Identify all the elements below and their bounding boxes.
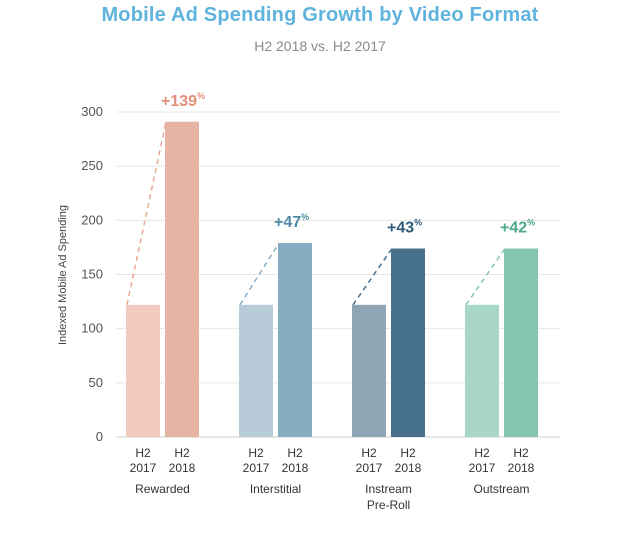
bar-x-label: H2 — [135, 446, 151, 460]
bar-x-label: H2 — [361, 446, 377, 460]
category-label: Interstitial — [250, 482, 301, 496]
bar-x-label: 2018 — [508, 461, 535, 475]
growth-connector — [465, 248, 506, 306]
chart-subtitle: H2 2018 vs. H2 2017 — [254, 38, 386, 54]
bar-x-label: H2 — [248, 446, 264, 460]
growth-connector — [126, 121, 167, 305]
y-tick-label: 100 — [81, 321, 103, 336]
bar-x-label: 2017 — [130, 461, 157, 475]
growth-label: +139% — [161, 91, 205, 110]
chart-title: Mobile Ad Spending Growth by Video Forma… — [101, 4, 539, 26]
bar-x-label: H2 — [174, 446, 190, 460]
y-tick-label: 300 — [81, 104, 103, 119]
y-axis-label: Indexed Mobile Ad Spending — [57, 205, 69, 345]
bar-h2-2018 — [391, 248, 425, 437]
bar-x-label: H2 — [287, 446, 303, 460]
y-tick-label: 0 — [96, 429, 103, 444]
bar-h2-2018 — [278, 243, 312, 437]
growth-label-suffix: % — [414, 218, 422, 228]
bar-x-label: H2 — [400, 446, 416, 460]
growth-connector — [239, 242, 280, 306]
growth-connector — [352, 248, 393, 306]
category-label: Outstream — [473, 482, 529, 496]
bar-h2-2017 — [126, 304, 160, 437]
growth-label-suffix: % — [527, 218, 535, 228]
bar-x-label: 2017 — [469, 461, 496, 475]
bar-x-label: 2018 — [169, 461, 196, 475]
bar-x-label: 2018 — [395, 461, 422, 475]
y-tick-label: 50 — [89, 375, 103, 390]
bar-h2-2017 — [239, 304, 273, 437]
bar-h2-2017 — [465, 304, 499, 437]
bar-x-label: 2017 — [243, 461, 270, 475]
bar-h2-2017 — [352, 304, 386, 437]
y-tick-label: 200 — [81, 212, 103, 227]
growth-label: +47% — [274, 212, 309, 231]
bar-x-label: H2 — [474, 446, 490, 460]
bar-x-label: 2017 — [356, 461, 383, 475]
y-tick-label: 250 — [81, 158, 103, 173]
growth-label-suffix: % — [301, 212, 309, 222]
bar-x-label: H2 — [513, 446, 529, 460]
bar-x-label: 2018 — [282, 461, 309, 475]
growth-label: +42% — [500, 218, 535, 237]
y-tick-label: 150 — [81, 267, 103, 282]
bar-h2-2018 — [165, 121, 199, 437]
bar-h2-2018 — [504, 248, 538, 437]
category-label: Pre-Roll — [367, 498, 410, 512]
growth-label: +43% — [387, 218, 422, 237]
category-label: Rewarded — [135, 482, 190, 496]
category-label: Instream — [365, 482, 412, 496]
growth-label-suffix: % — [197, 91, 205, 101]
